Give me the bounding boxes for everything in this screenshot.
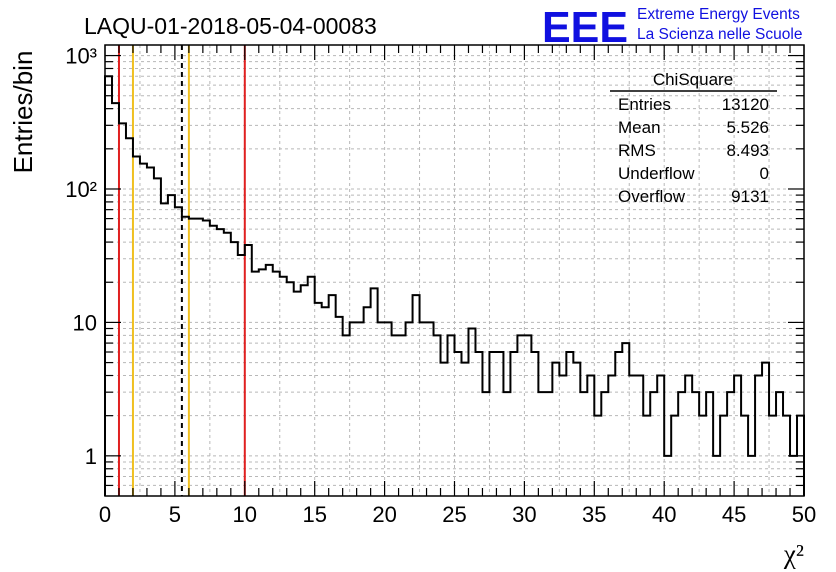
stats-box-title: ChiSquare <box>653 70 733 89</box>
x-axis-label: χ² <box>783 539 804 569</box>
x-tick-label: 35 <box>582 502 606 527</box>
x-tick-labels: 0 5 10 15 20 25 30 35 40 45 50 <box>99 502 816 527</box>
stats-value-overflow: 9131 <box>731 187 769 206</box>
axis-ticks <box>104 45 805 496</box>
histogram-series <box>104 75 805 496</box>
x-tick-label: 25 <box>442 502 466 527</box>
x-tick-label: 45 <box>722 502 746 527</box>
eee-logo: EEE Extreme Energy Events La Scienza nel… <box>542 3 802 52</box>
eee-logo-line2: La Scienza nelle Scuole <box>637 26 802 43</box>
x-tick-label: 5 <box>169 502 181 527</box>
stats-label-rms: RMS <box>618 141 656 160</box>
x-tick-label: 30 <box>512 502 536 527</box>
y-tick-label: 10³ <box>65 44 97 69</box>
x-tick-label: 40 <box>652 502 676 527</box>
x-tick-label: 15 <box>302 502 326 527</box>
chart-title: LAQU-01-2018-05-04-00083 <box>84 13 377 39</box>
stats-label-mean: Mean <box>618 118 661 137</box>
stats-label-overflow: Overflow <box>618 187 686 206</box>
eee-logo-line1: Extreme Energy Events <box>637 6 800 23</box>
grid-lines <box>105 45 804 496</box>
stats-value-rms: 8.493 <box>726 141 769 160</box>
stats-value-underflow: 0 <box>760 164 769 183</box>
stats-label-entries: Entries <box>618 95 671 114</box>
stats-value-entries: 13120 <box>722 95 769 114</box>
x-tick-label: 0 <box>99 502 111 527</box>
y-tick-label: 1 <box>85 444 97 469</box>
threshold-lines <box>117 45 246 496</box>
y-axis-label: Entries/bin <box>8 51 38 174</box>
stats-value-mean: 5.526 <box>726 118 769 137</box>
x-tick-label: 50 <box>792 502 816 527</box>
eee-logo-text: EEE <box>542 3 628 52</box>
x-tick-label: 10 <box>233 502 257 527</box>
y-tick-label: 10² <box>65 177 97 202</box>
stats-box: ChiSquare Entries 13120 Mean 5.526 RMS 8… <box>610 70 777 206</box>
stats-label-underflow: Underflow <box>618 164 695 183</box>
x-tick-label: 20 <box>372 502 396 527</box>
y-tick-labels: 1 10 10² 10³ <box>65 44 97 469</box>
y-tick-label: 10 <box>73 310 97 335</box>
